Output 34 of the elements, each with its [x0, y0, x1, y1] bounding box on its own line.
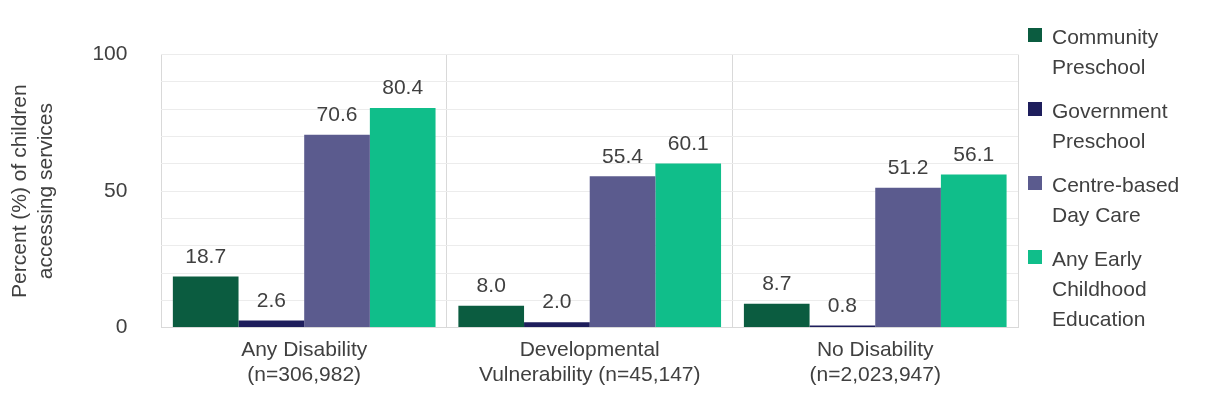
data-label: 2.0: [542, 289, 572, 313]
x-tick-label: No Disability (n=2,023,947): [809, 337, 941, 386]
data-label: 56.1: [953, 141, 995, 165]
data-label: 60.1: [667, 130, 709, 154]
bar: [743, 303, 810, 328]
data-label: 55.4: [602, 143, 644, 167]
y-tick-label: 0: [115, 314, 128, 338]
data-label: 2.6: [256, 287, 286, 311]
data-label: 8.0: [476, 273, 506, 297]
data-label: 18.7: [185, 243, 227, 267]
bar: [940, 174, 1007, 328]
bar: [369, 108, 436, 328]
data-label: 51.2: [887, 155, 929, 179]
data-label: 80.4: [382, 75, 424, 99]
bar: [589, 176, 656, 328]
legend-label: Government Preschool: [1052, 98, 1169, 154]
data-label: 8.7: [762, 271, 792, 295]
y-axis-title: Percent (%) of children accessing services: [7, 84, 56, 298]
bar: [524, 322, 590, 328]
bar: [172, 276, 239, 328]
bar: [304, 134, 370, 328]
bar: [655, 163, 722, 328]
legend-label: Community Preschool: [1052, 24, 1160, 80]
y-tick-label: 50: [104, 177, 128, 201]
data-label: 0.8: [827, 292, 858, 316]
bar: [875, 187, 941, 328]
x-tick-label: Any Disability (n=306,982): [241, 337, 368, 386]
data-label: 70.6: [316, 102, 358, 126]
legend-label: Any Early Childhood Education: [1052, 246, 1148, 332]
y-tick-label: 100: [92, 41, 128, 65]
bar: [458, 305, 525, 328]
x-tick-label: Developmental Vulnerability (n=45,147): [478, 337, 701, 386]
legend-label: Centre-based Day Care: [1052, 172, 1181, 228]
bar: [238, 320, 305, 328]
